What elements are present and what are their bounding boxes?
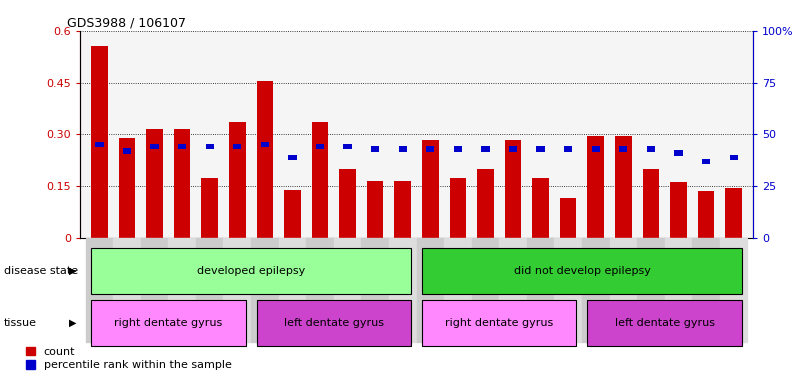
Bar xyxy=(537,146,545,152)
Bar xyxy=(229,122,246,238)
Bar xyxy=(251,238,279,342)
Bar xyxy=(399,146,407,152)
Bar xyxy=(306,238,334,342)
Bar xyxy=(201,177,218,238)
Bar xyxy=(592,146,600,152)
Bar xyxy=(394,181,411,238)
Text: developed epilepsy: developed epilepsy xyxy=(197,266,305,276)
Bar xyxy=(91,300,246,346)
Bar xyxy=(472,238,499,342)
Bar xyxy=(174,129,191,238)
Bar xyxy=(422,248,742,294)
Bar xyxy=(422,300,577,346)
Bar xyxy=(367,181,384,238)
Text: right dentate gyrus: right dentate gyrus xyxy=(115,318,223,328)
Text: GDS3988 / 106107: GDS3988 / 106107 xyxy=(66,17,186,30)
Bar xyxy=(334,238,361,342)
Bar xyxy=(730,155,738,160)
Text: disease state: disease state xyxy=(4,266,78,276)
Bar xyxy=(316,144,324,149)
Bar xyxy=(256,81,273,238)
Text: ▶: ▶ xyxy=(69,318,76,328)
Text: did not develop epilepsy: did not develop epilepsy xyxy=(513,266,650,276)
Bar xyxy=(95,142,103,147)
Text: left dentate gyrus: left dentate gyrus xyxy=(614,318,714,328)
Bar xyxy=(206,144,214,149)
Bar xyxy=(284,190,300,238)
Bar xyxy=(582,238,610,342)
Bar xyxy=(223,238,251,342)
Bar xyxy=(702,159,710,164)
Bar xyxy=(499,238,527,342)
Bar xyxy=(422,140,439,238)
Bar xyxy=(726,188,742,238)
Bar xyxy=(340,169,356,238)
Bar xyxy=(119,138,135,238)
Bar xyxy=(554,238,582,342)
Text: ▶: ▶ xyxy=(69,266,76,276)
Bar xyxy=(426,146,434,152)
Bar xyxy=(527,238,554,342)
Bar xyxy=(389,238,417,342)
Legend: count, percentile rank within the sample: count, percentile rank within the sample xyxy=(22,342,236,375)
Bar xyxy=(637,238,665,342)
Bar xyxy=(91,248,411,294)
Bar xyxy=(587,136,604,238)
Bar xyxy=(444,238,472,342)
Bar xyxy=(141,238,168,342)
Bar xyxy=(91,46,107,238)
Bar xyxy=(665,238,692,342)
Bar xyxy=(260,142,269,147)
Bar xyxy=(86,238,113,342)
Bar xyxy=(361,238,389,342)
Bar xyxy=(168,238,196,342)
Bar xyxy=(615,136,632,238)
Bar xyxy=(196,238,223,342)
Bar xyxy=(509,146,517,152)
Bar xyxy=(674,151,682,156)
Bar xyxy=(449,177,466,238)
Bar xyxy=(453,146,462,152)
Bar xyxy=(312,122,328,238)
Bar xyxy=(477,169,493,238)
Bar xyxy=(256,300,411,346)
Bar xyxy=(417,238,444,342)
Bar xyxy=(646,146,655,152)
Bar xyxy=(720,238,747,342)
Bar xyxy=(288,155,296,160)
Bar xyxy=(279,238,306,342)
Bar xyxy=(533,177,549,238)
Bar xyxy=(698,191,714,238)
Bar xyxy=(564,146,573,152)
Bar xyxy=(178,144,187,149)
Bar xyxy=(610,238,637,342)
Text: tissue: tissue xyxy=(4,318,37,328)
Bar xyxy=(147,129,163,238)
Text: left dentate gyrus: left dentate gyrus xyxy=(284,318,384,328)
Bar xyxy=(587,300,742,346)
Bar xyxy=(113,238,141,342)
Text: right dentate gyrus: right dentate gyrus xyxy=(445,318,553,328)
Bar xyxy=(151,144,159,149)
Bar xyxy=(344,144,352,149)
Bar xyxy=(233,144,241,149)
Bar xyxy=(505,140,521,238)
Bar xyxy=(123,148,131,154)
Bar xyxy=(642,169,659,238)
Bar xyxy=(481,146,489,152)
Bar xyxy=(670,182,686,238)
Bar xyxy=(560,198,577,238)
Bar xyxy=(371,146,380,152)
Bar xyxy=(692,238,720,342)
Bar xyxy=(619,146,627,152)
